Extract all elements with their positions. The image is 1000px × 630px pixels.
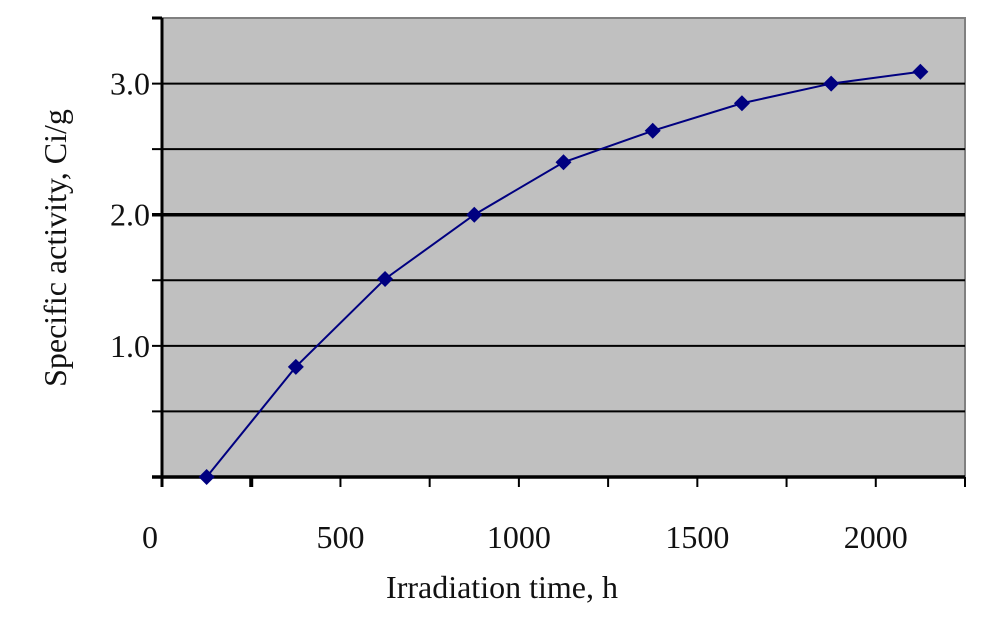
- series: [198, 63, 929, 485]
- y-axis-title: Specific activity, Ci/g: [37, 109, 73, 387]
- x-tick-label: 1500: [665, 519, 729, 555]
- data-point: [287, 358, 304, 375]
- axes: [152, 16, 966, 487]
- data-point: [823, 75, 840, 92]
- data-point: [198, 469, 215, 485]
- y-tick-label: 2.0: [110, 197, 150, 233]
- x-tick-label: 1000: [487, 519, 551, 555]
- y-tick-label: 1.0: [110, 328, 150, 364]
- x-tick-label: 2000: [844, 519, 908, 555]
- plot-area: [161, 17, 966, 478]
- x-tick-label: 500: [316, 519, 364, 555]
- data-point: [733, 95, 750, 112]
- x-tick-label: 0: [142, 519, 158, 555]
- y-tick-label: 3.0: [110, 66, 150, 102]
- data-point: [466, 206, 483, 223]
- gridlines: [152, 82, 965, 479]
- data-point: [377, 270, 394, 287]
- tick-labels: 0 500 1000 1500 2000 1.0 2.0 3.0: [110, 66, 908, 555]
- data-point: [644, 122, 661, 139]
- data-point: [912, 63, 929, 80]
- data-point: [555, 154, 572, 171]
- x-axis-title: Irradiation time, h: [386, 569, 618, 605]
